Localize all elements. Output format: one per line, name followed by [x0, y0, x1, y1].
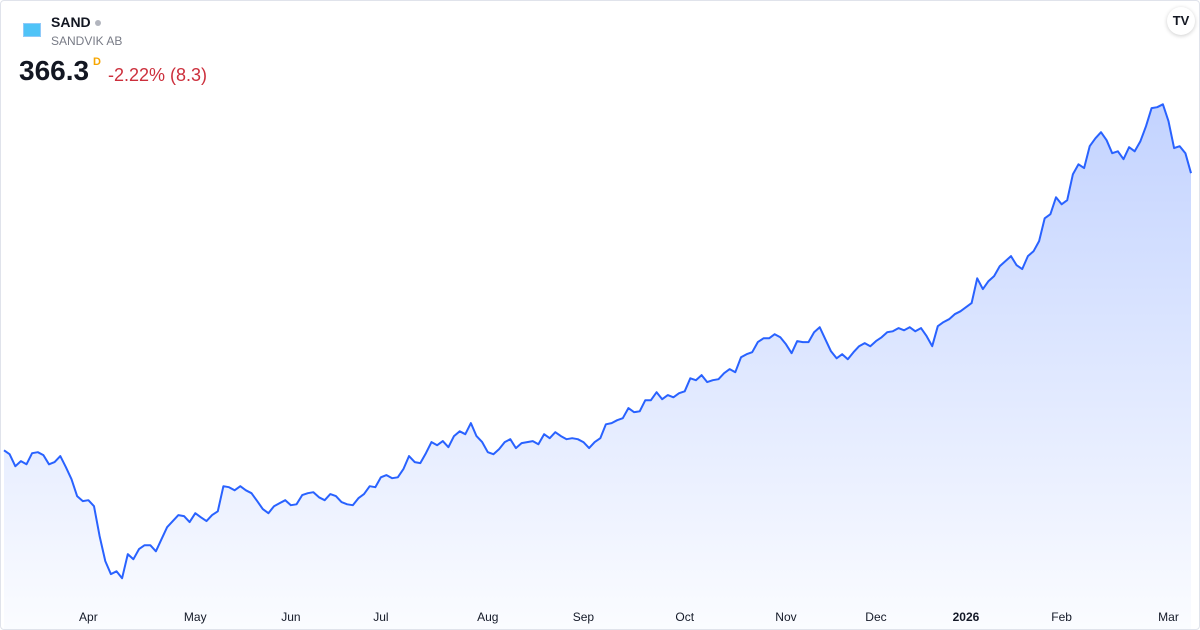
area-fill	[4, 104, 1191, 629]
symbol[interactable]: SAND	[51, 14, 101, 30]
interval: D	[93, 56, 101, 68]
price-line	[3, 103, 1192, 580]
change: -2.22% (8.3)	[108, 65, 208, 85]
price: 366.3	[19, 55, 90, 86]
tradingview-logo[interactable]: TV	[1167, 7, 1195, 35]
status-dot	[94, 20, 101, 27]
symbol-text[interactable]: SAND	[51, 14, 91, 30]
logo	[23, 23, 41, 37]
company-name: SANDVIK AB	[51, 34, 123, 48]
